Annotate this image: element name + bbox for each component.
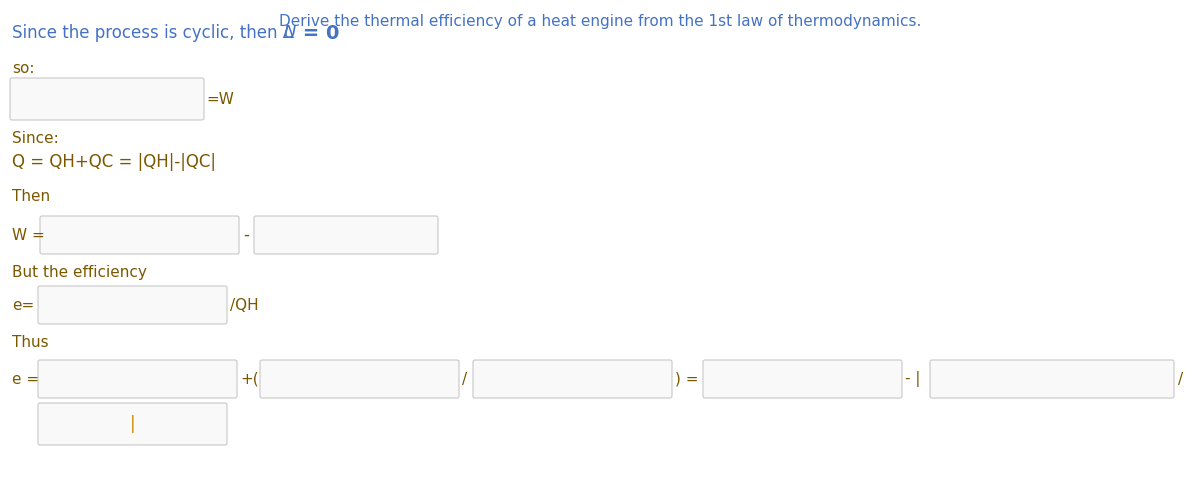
Text: Derive the thermal efficiency of a heat engine from the 1st law of thermodynamic: Derive the thermal efficiency of a heat … <box>278 14 922 29</box>
FancyBboxPatch shape <box>703 360 902 398</box>
Text: U: U <box>283 24 295 42</box>
Text: W =: W = <box>12 228 44 243</box>
Text: =W: =W <box>206 92 234 107</box>
Text: Thus: Thus <box>12 335 49 350</box>
Text: Then: Then <box>12 189 50 204</box>
Text: = 0: = 0 <box>296 23 340 42</box>
Text: -: - <box>242 226 248 244</box>
Text: - |: - | <box>905 371 920 387</box>
Text: /: / <box>462 372 467 386</box>
FancyBboxPatch shape <box>930 360 1174 398</box>
Text: +(: +( <box>240 372 259 386</box>
FancyBboxPatch shape <box>10 78 204 120</box>
Text: Since:: Since: <box>12 130 59 145</box>
Text: Q = QH+QC = |QH|-|QC|: Q = QH+QC = |QH|-|QC| <box>12 153 216 171</box>
FancyBboxPatch shape <box>260 360 458 398</box>
Text: e=: e= <box>12 297 35 313</box>
Text: /QH: /QH <box>230 297 259 313</box>
FancyBboxPatch shape <box>40 216 239 254</box>
Text: /: / <box>1178 372 1183 386</box>
FancyBboxPatch shape <box>254 216 438 254</box>
Text: |: | <box>130 415 136 433</box>
Text: But the efficiency: But the efficiency <box>12 264 146 279</box>
Text: so:: so: <box>12 60 35 76</box>
FancyBboxPatch shape <box>38 286 227 324</box>
FancyBboxPatch shape <box>38 360 238 398</box>
FancyBboxPatch shape <box>473 360 672 398</box>
Text: e =: e = <box>12 372 40 386</box>
FancyBboxPatch shape <box>38 403 227 445</box>
Text: Since the process is cyclic, then Δ: Since the process is cyclic, then Δ <box>12 24 294 42</box>
Text: ) =: ) = <box>674 372 698 386</box>
